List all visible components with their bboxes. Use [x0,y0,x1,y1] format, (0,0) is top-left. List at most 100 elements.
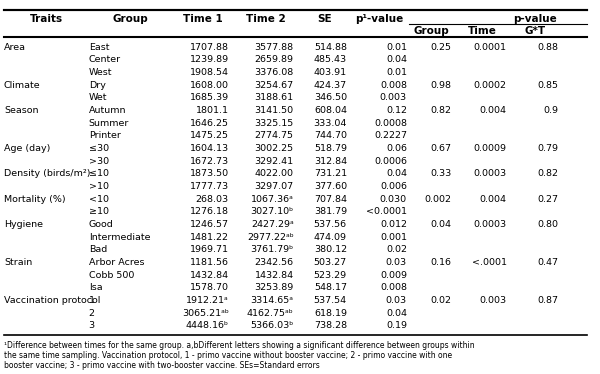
Text: 3188.61: 3188.61 [254,93,293,102]
Text: 3: 3 [89,321,95,330]
Text: Time: Time [467,26,496,36]
Text: 0.88: 0.88 [538,43,559,52]
Text: SE: SE [317,14,332,24]
Text: 485.43: 485.43 [314,55,347,64]
Text: 744.70: 744.70 [314,131,347,140]
Text: 4448.16ᵇ: 4448.16ᵇ [185,321,229,330]
Text: 731.21: 731.21 [314,169,347,178]
Text: 0.9: 0.9 [544,106,559,115]
Text: 3761.79ᵇ: 3761.79ᵇ [251,245,293,254]
Text: Traits: Traits [30,14,63,24]
Text: 1777.73: 1777.73 [190,182,229,191]
Text: 0.003: 0.003 [380,93,407,102]
Text: 1276.18: 1276.18 [190,207,229,216]
Text: 537.56: 537.56 [314,220,347,229]
Text: <.0001: <.0001 [472,258,506,267]
Text: 312.84: 312.84 [314,157,347,166]
Text: 1608.00: 1608.00 [190,80,229,90]
Text: 0.03: 0.03 [386,258,407,267]
Text: 0.98: 0.98 [430,80,451,90]
Text: 3141.50: 3141.50 [254,106,293,115]
Text: >10: >10 [89,182,109,191]
Text: Printer: Printer [89,131,121,140]
Text: p-value: p-value [513,14,557,24]
Text: 514.88: 514.88 [314,43,347,52]
Text: 377.60: 377.60 [314,182,347,191]
Text: 0.25: 0.25 [430,43,451,52]
Text: 503.27: 503.27 [314,258,347,267]
Text: 3027.10ᵇ: 3027.10ᵇ [251,207,293,216]
Text: 2427.29ᵃ: 2427.29ᵃ [251,220,293,229]
Text: 1912.21ᵃ: 1912.21ᵃ [186,296,229,305]
Text: 1604.13: 1604.13 [190,144,229,153]
Text: 0.0002: 0.0002 [473,80,506,90]
Text: Time 1: Time 1 [183,14,223,24]
Text: 0.85: 0.85 [538,80,559,90]
Text: 1246.57: 1246.57 [190,220,229,229]
Text: 3065.21ᵃᵇ: 3065.21ᵃᵇ [182,309,229,318]
Text: Strain: Strain [4,258,32,267]
Text: Autumn: Autumn [89,106,126,115]
Text: 3577.88: 3577.88 [254,43,293,52]
Text: Cobb 500: Cobb 500 [89,271,134,280]
Text: 608.04: 608.04 [314,106,347,115]
Text: 4022.00: 4022.00 [254,169,293,178]
Text: 0.01: 0.01 [386,43,407,52]
Text: 346.50: 346.50 [314,93,347,102]
Text: 0.19: 0.19 [386,321,407,330]
Text: 3254.67: 3254.67 [254,80,293,90]
Text: 0.16: 0.16 [430,258,451,267]
Text: 3292.41: 3292.41 [254,157,293,166]
Text: 0.004: 0.004 [479,194,506,204]
Text: Good: Good [89,220,113,229]
Text: Density (birds/m²): Density (birds/m²) [4,169,91,178]
Text: Climate: Climate [4,80,41,90]
Text: 0.01: 0.01 [386,68,407,77]
Text: 0.02: 0.02 [430,296,451,305]
Text: 0.04: 0.04 [386,55,407,64]
Text: p¹-value: p¹-value [355,14,404,24]
Text: Age (day): Age (day) [4,144,50,153]
Text: 0.27: 0.27 [538,194,559,204]
Text: 1578.70: 1578.70 [190,283,229,292]
Text: 0.008: 0.008 [380,283,407,292]
Text: 0.2227: 0.2227 [374,131,407,140]
Text: 0.82: 0.82 [538,169,559,178]
Text: 4162.75ᵃᵇ: 4162.75ᵃᵇ [247,309,293,318]
Text: Group: Group [414,26,449,36]
Text: 537.54: 537.54 [314,296,347,305]
Text: Isa: Isa [89,283,103,292]
Text: 0.03: 0.03 [386,296,407,305]
Text: 1432.84: 1432.84 [190,271,229,280]
Text: Bad: Bad [89,245,107,254]
Text: 1646.25: 1646.25 [190,119,229,128]
Text: Intermediate: Intermediate [89,233,150,242]
Text: 1481.22: 1481.22 [190,233,229,242]
Text: 0.80: 0.80 [538,220,559,229]
Text: 1181.56: 1181.56 [190,258,229,267]
Text: 333.04: 333.04 [314,119,347,128]
Text: 474.09: 474.09 [314,233,347,242]
Text: 1432.84: 1432.84 [254,271,293,280]
Text: 1873.50: 1873.50 [190,169,229,178]
Text: 381.79: 381.79 [314,207,347,216]
Text: 2977.22ᵃᵇ: 2977.22ᵃᵇ [247,233,293,242]
Text: Mortality (%): Mortality (%) [4,194,65,204]
Text: Hygiene: Hygiene [4,220,43,229]
Text: 0.0006: 0.0006 [374,157,407,166]
Text: 707.84: 707.84 [314,194,347,204]
Text: 0.001: 0.001 [380,233,407,242]
Text: 3002.25: 3002.25 [254,144,293,153]
Text: <0.0001: <0.0001 [366,207,407,216]
Text: Time 2: Time 2 [246,14,286,24]
Text: 1: 1 [89,296,95,305]
Text: Wet: Wet [89,93,107,102]
Text: 0.04: 0.04 [386,309,407,318]
Text: 3297.07: 3297.07 [254,182,293,191]
Text: 518.79: 518.79 [314,144,347,153]
Text: 618.19: 618.19 [314,309,347,318]
Text: 0.67: 0.67 [430,144,451,153]
Text: 0.47: 0.47 [538,258,559,267]
Text: 0.0003: 0.0003 [473,169,506,178]
Text: 2659.89: 2659.89 [254,55,293,64]
